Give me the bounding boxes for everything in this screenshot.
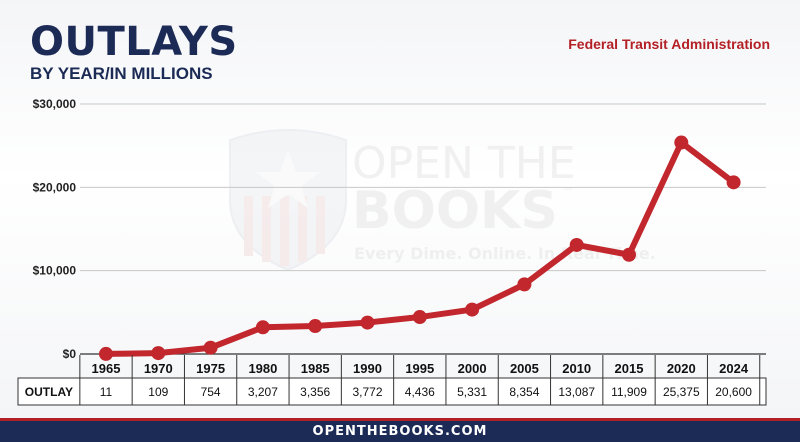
data-table: OUTLAY 1965 11 1970 109 1975 754 1980 3,207 1985 3…: [17, 355, 767, 406]
data-point: [465, 302, 480, 317]
x-tick-label: 1965: [92, 361, 121, 376]
data-point: [203, 340, 218, 355]
data-point: [308, 319, 323, 334]
data-point: [674, 135, 689, 150]
data-label: 11: [100, 385, 113, 399]
data-point: [412, 310, 427, 325]
grid: [80, 103, 766, 355]
table-row-label: OUTLAY: [25, 385, 73, 399]
data-label: 3,356: [300, 385, 330, 399]
footer-bar: OPENTHEBOOKS.COM: [0, 418, 800, 442]
page-subtitle: BY YEAR/IN MILLIONS: [30, 64, 213, 83]
data-label: 8,354: [509, 385, 539, 399]
watermark-tm: ™: [562, 185, 574, 199]
watermark-line1: OPEN THE: [352, 138, 576, 189]
data-label: 3,772: [352, 385, 382, 399]
data-label: 13,087: [558, 385, 595, 399]
data-label: 20,600: [715, 385, 752, 399]
x-tick-label: 1990: [353, 361, 382, 376]
watermark: OPEN THE BOOKS ™ Every Dime. Online. In …: [229, 129, 656, 272]
data-point: [255, 320, 270, 335]
agency-label: Federal Transit Administration: [568, 36, 770, 52]
x-tick-label: 1995: [405, 361, 434, 376]
x-tick-label: 1980: [248, 361, 277, 376]
x-tick-label: 2015: [615, 361, 644, 376]
data-label: 25,375: [663, 385, 700, 399]
y-tick-label: $10,000: [33, 264, 77, 278]
data-point: [99, 346, 113, 361]
x-tick-label: 1970: [144, 361, 173, 376]
footer-link[interactable]: OPENTHEBOOKS.COM: [312, 424, 488, 439]
y-tick-label: $30,000: [33, 97, 77, 111]
x-tick-label: 2000: [458, 361, 487, 376]
x-tick-label: 1985: [301, 361, 330, 376]
data-point: [569, 237, 584, 252]
x-tick-label: 2005: [510, 361, 539, 376]
data-label: 3,207: [248, 385, 278, 399]
data-point: [151, 346, 166, 361]
line-chart: OPEN THE BOOKS ™ Every Dime. Online. In …: [17, 97, 767, 406]
y-tick-label: $20,000: [33, 180, 77, 194]
data-label: 109: [148, 385, 168, 399]
y-tick-label: $0: [63, 347, 77, 361]
x-tick-label: 1975: [196, 361, 225, 376]
shield-logo-icon: [229, 129, 347, 272]
data-point: [726, 175, 741, 190]
table-value-row: [17, 377, 767, 406]
data-label: 4,436: [405, 385, 435, 399]
data-label: 11,909: [611, 385, 647, 399]
data-point: [360, 315, 375, 330]
watermark-line2: BOOKS: [352, 181, 558, 241]
x-tick-label: 2020: [667, 361, 696, 376]
y-axis: $0 $10,000 $20,000 $30,000: [33, 97, 77, 361]
data-point: [622, 247, 636, 262]
data-label: 754: [201, 385, 221, 399]
x-tick-label: 2010: [562, 361, 591, 376]
page-title: OUTLAYS: [30, 19, 238, 65]
data-point: [517, 277, 532, 292]
data-label: 5,331: [457, 385, 487, 399]
x-tick-label: 2024: [719, 361, 749, 376]
series-outlay: [99, 135, 741, 361]
